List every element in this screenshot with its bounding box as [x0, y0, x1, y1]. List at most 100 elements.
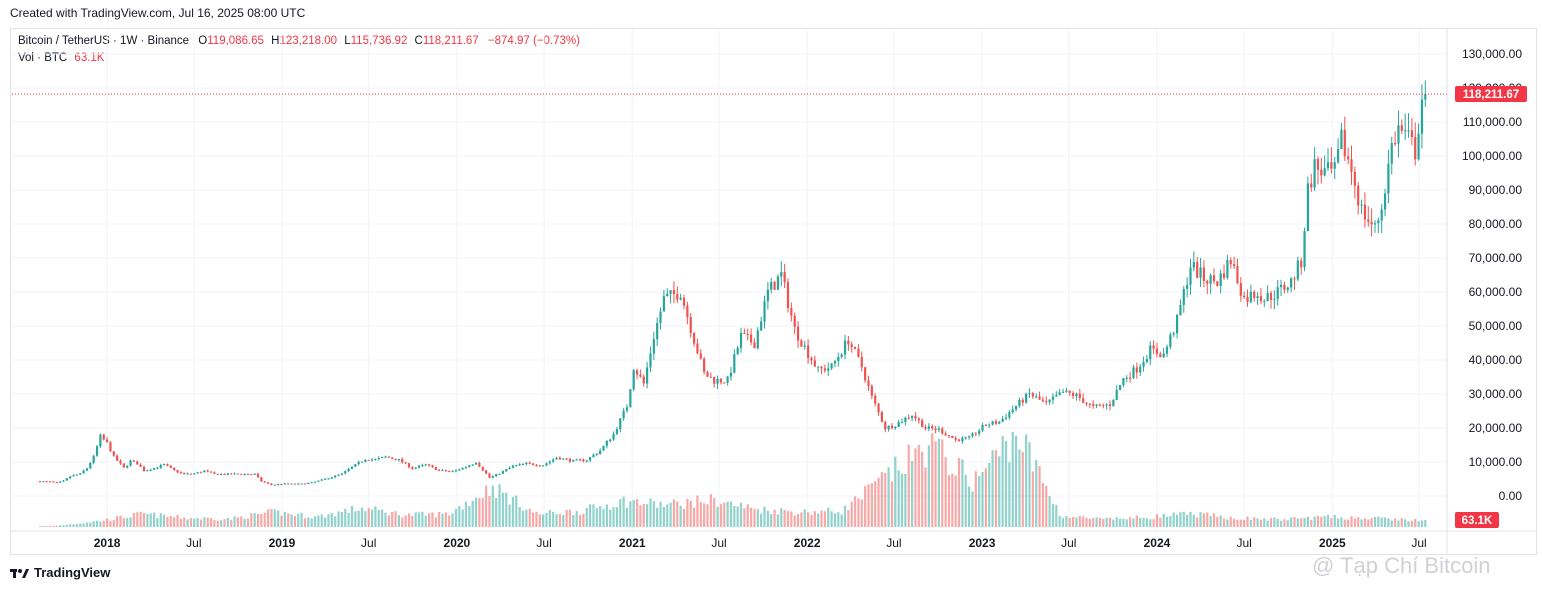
volume-bar: [988, 463, 991, 527]
candle-body: [612, 433, 615, 440]
candle-body: [401, 459, 404, 463]
volume-bar: [317, 515, 320, 527]
volume-bar: [1088, 518, 1091, 527]
candle-body: [954, 438, 957, 440]
volume-bar: [1233, 518, 1236, 527]
candle-body: [1273, 298, 1276, 300]
volume-bar: [1347, 519, 1350, 527]
candle-body: [85, 468, 89, 471]
candle-body: [981, 425, 984, 431]
x-tick-label: Jul: [1236, 536, 1251, 550]
candle-body: [310, 482, 313, 484]
candle-body: [830, 363, 833, 369]
x-tick-label: 2022: [794, 536, 821, 550]
volume-bar: [1011, 432, 1014, 527]
candle-body: [874, 395, 877, 404]
volume-bar: [1142, 517, 1145, 527]
volume-bar: [89, 522, 92, 527]
volume-bar: [904, 473, 907, 527]
volume-bar: [622, 496, 625, 527]
candle-body: [1400, 125, 1403, 131]
volume-bar: [1051, 504, 1055, 527]
candle-body: [937, 428, 941, 431]
candle-body: [837, 356, 840, 361]
volume-bar: [783, 510, 786, 527]
candle-body: [531, 463, 535, 465]
volume-bar: [652, 501, 655, 527]
candle-body: [1149, 345, 1152, 360]
volume-bar: [1165, 516, 1169, 527]
candle-body: [364, 459, 367, 462]
volume-bar: [337, 511, 340, 527]
time-axis[interactable]: 2018 Jul 2019 Jul 2020 Jul 2021 Jul 2022 Jul 2023 J…: [94, 536, 1427, 550]
x-tick-label: Jul: [886, 536, 901, 550]
candle-body: [1373, 223, 1377, 225]
volume-bar: [1014, 435, 1018, 527]
volume-bar: [1259, 519, 1263, 527]
candle-body: [565, 458, 568, 460]
volume-bar: [1189, 511, 1192, 527]
candle-body: [327, 478, 330, 480]
candle-body: [45, 481, 48, 483]
volume-bar: [729, 501, 733, 527]
candle-body: [760, 321, 763, 331]
chart-frame: [10, 28, 1537, 555]
candle-body: [136, 461, 139, 465]
volume-bar: [877, 477, 880, 527]
volume-bar: [1424, 519, 1427, 527]
volume-bar: [1021, 452, 1024, 527]
volume-bar: [498, 484, 501, 527]
volume-bar: [827, 507, 830, 527]
volume-bar: [169, 515, 172, 527]
volume-bar: [508, 504, 511, 527]
candle-body: [984, 425, 987, 427]
candle-body: [1219, 273, 1222, 286]
candle-body: [1058, 392, 1061, 396]
volume-bar: [585, 508, 588, 527]
candle-body: [1175, 315, 1179, 334]
candle-body: [199, 472, 203, 474]
candle-body: [293, 483, 297, 485]
symbol-label[interactable]: Bitcoin / TetherUS · 1W · Binance: [18, 35, 190, 47]
volume-bar: [203, 517, 206, 527]
volume-bar: [236, 517, 239, 527]
y-tick-label: 70,000.00: [1469, 251, 1523, 265]
candle-body: [183, 472, 186, 475]
candle-body: [968, 436, 971, 438]
price-axis[interactable]: 0.00 10,000.00 20,000.00 30,000.00 40,000.00…: [1462, 47, 1522, 503]
x-tick-label: Jul: [186, 536, 201, 550]
volume-bar: [290, 514, 293, 527]
last-price-badge-text: 118,211.67: [1463, 89, 1519, 101]
candle-body: [260, 477, 263, 482]
candle-body: [817, 366, 820, 368]
tradingview-logo-icon: [10, 568, 29, 578]
candle-body: [847, 340, 850, 345]
candle-body: [193, 473, 196, 475]
volume-bar: [1125, 519, 1128, 527]
candle-body: [330, 477, 333, 479]
volume-bar: [1243, 519, 1246, 527]
candle-body: [1357, 185, 1360, 206]
volume-bar: [746, 504, 749, 527]
tradingview-brand[interactable]: TradingView: [10, 565, 110, 580]
volume-bar: [984, 468, 987, 527]
candle-body: [129, 460, 132, 466]
volume-bar: [749, 507, 753, 527]
volume-bar: [1186, 514, 1189, 527]
candle-body: [112, 451, 115, 456]
volume-bar: [525, 509, 528, 527]
volume-bar: [951, 473, 954, 527]
volume-bar: [578, 514, 582, 527]
volume-legend: Vol · BTC 63.1K: [18, 52, 104, 64]
volume-bar: [1417, 521, 1420, 527]
volume-bar: [1353, 518, 1356, 527]
candle-body: [783, 272, 786, 283]
volume-bar: [1135, 515, 1138, 527]
candle-body: [1169, 334, 1172, 347]
candle-body: [1326, 162, 1330, 169]
volume-label[interactable]: Vol · BTC: [18, 52, 68, 64]
candle-body: [243, 473, 246, 475]
volume-bar: [1065, 515, 1068, 527]
volume-bar: [689, 500, 692, 527]
